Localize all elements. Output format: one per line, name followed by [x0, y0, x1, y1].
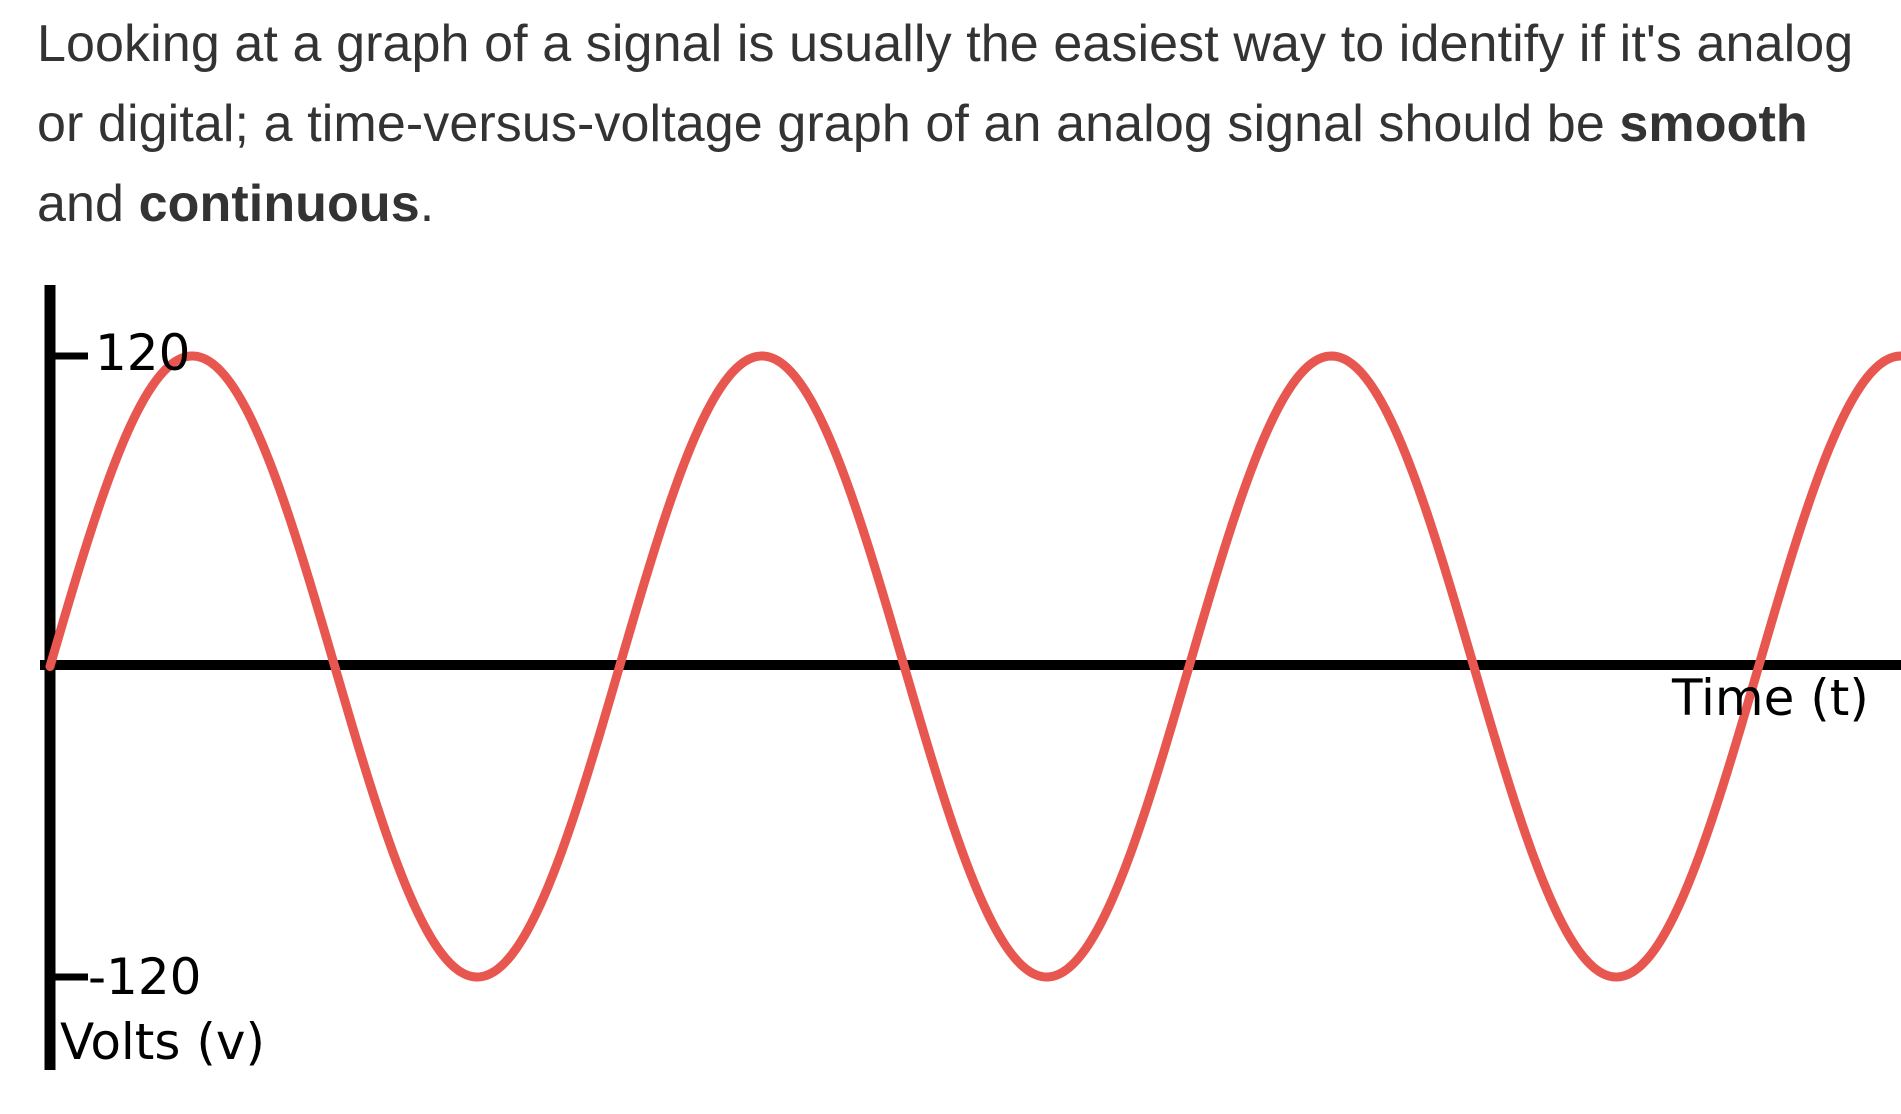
y-axis-label: Volts (v) — [60, 1013, 265, 1071]
chart-svg: 120 -120 Volts (v) Time (t) — [40, 285, 1901, 1071]
signal-chart: 120 -120 Volts (v) Time (t) — [0, 270, 1901, 1090]
intro-bold-continuous: continuous — [138, 175, 420, 233]
y-tick-label-top: 120 — [95, 324, 190, 382]
intro-text-3: . — [419, 175, 435, 233]
x-axis-label: Time (t) — [1671, 669, 1869, 727]
intro-bold-smooth: smooth — [1619, 95, 1808, 153]
intro-paragraph: Looking at a graph of a signal is usuall… — [37, 4, 1877, 244]
signal-line — [45, 351, 1901, 982]
y-tick-label-bottom: -120 — [88, 948, 201, 1006]
intro-text-1: Looking at a graph of a signal is usuall… — [37, 15, 1854, 153]
intro-text-2: and — [37, 175, 139, 233]
